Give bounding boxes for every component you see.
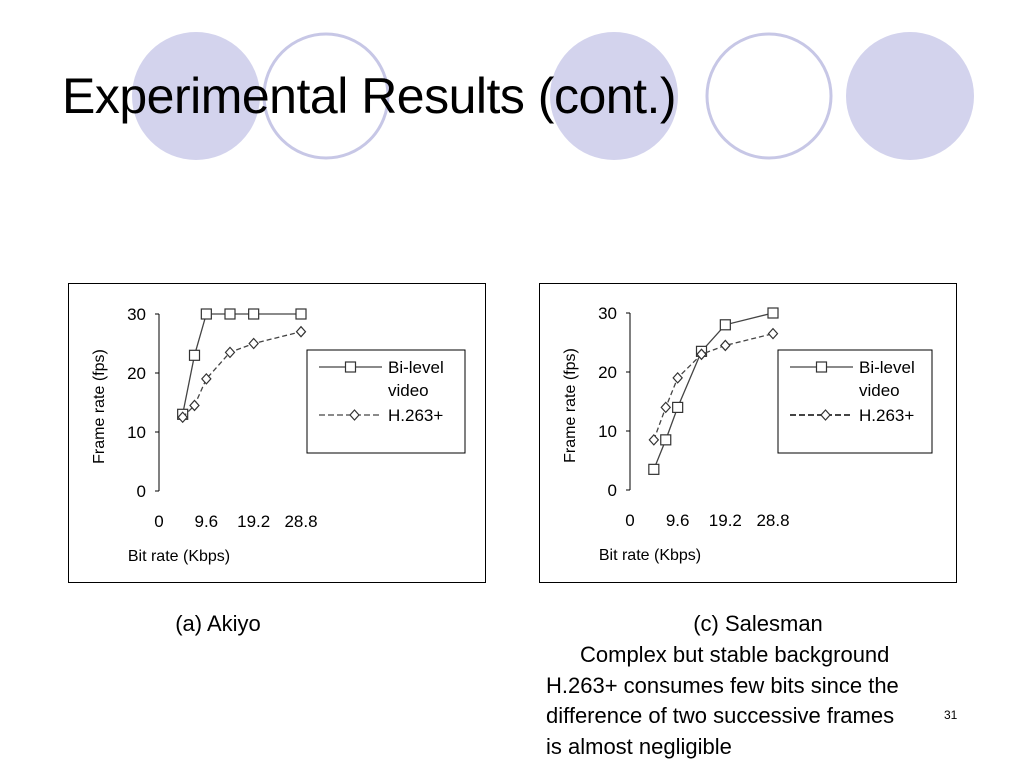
data-point-diamond	[201, 373, 212, 385]
data-point-diamond	[177, 411, 188, 424]
y-tick-label: 10	[127, 423, 146, 442]
y-tick-label: 0	[608, 481, 617, 500]
x-tick-label: 19.2	[237, 512, 270, 531]
legend-marker-square	[344, 361, 357, 373]
slide-number: 31	[944, 708, 958, 722]
x-tick-label: 0	[154, 512, 163, 531]
salesman-note: Complex but stable background H.263+ con…	[546, 640, 966, 762]
data-point-square	[200, 308, 212, 320]
data-point-square	[672, 401, 684, 414]
legend-label: Bi-level	[388, 358, 444, 377]
decor-circle-outline	[262, 32, 390, 160]
x-tick-label: 9.6	[195, 512, 219, 531]
series-line	[653, 333, 774, 441]
y-axis-label: Frame rate (fps)	[562, 348, 579, 463]
legend-marker-diamond	[820, 409, 831, 421]
data-point-square	[719, 319, 731, 331]
y-tick-label: 20	[127, 364, 146, 383]
data-point-square	[248, 308, 260, 320]
x-tick-label: 28.8	[756, 511, 789, 530]
slide-title: Experimental Results (cont.)	[62, 68, 677, 124]
data-point-square	[660, 434, 672, 446]
note-line: H.263+ consumes few bits since the	[546, 672, 899, 698]
header-decoration	[132, 32, 974, 160]
x-tick-label: 9.6	[666, 511, 690, 530]
y-tick-label: 30	[127, 305, 146, 324]
legend-label: Bi-level	[859, 358, 915, 377]
data-point-diamond	[696, 348, 707, 361]
decor-circle-outline	[705, 32, 833, 160]
legend-marker-diamond	[349, 409, 360, 421]
legend-label: video	[388, 381, 429, 400]
data-point-square	[188, 349, 201, 361]
legend: Bi-level video H.263+	[306, 349, 466, 454]
series-h263plus	[177, 325, 307, 424]
data-point-diamond	[295, 325, 307, 338]
legend-marker-square	[815, 361, 828, 373]
chart-salesman-svg: 0 10 20 30 0 9.6 19.2 28.8 Bit rate (Kbps) Frame …	[562, 304, 933, 564]
x-axis-label: Bit rate (Kbps)	[599, 547, 701, 564]
legend: Bi-level video H.263+	[777, 349, 933, 454]
decor-circle-filled	[132, 32, 260, 160]
data-point-square	[224, 308, 236, 320]
y-axis-label: Frame rate (fps)	[91, 349, 108, 464]
data-point-diamond	[720, 339, 731, 352]
chart-akiyo: 0 10 20 30 0 9.6 19.2 28.8 Bit rate (Kbps) Frame …	[68, 283, 486, 583]
data-point-diamond	[648, 433, 660, 446]
series-bi-level-video	[648, 307, 779, 475]
note-line: difference of two successive frames	[546, 703, 895, 728]
caption-akiyo: (a) Akiyo	[175, 611, 261, 636]
series-line	[182, 313, 301, 415]
data-point-diamond	[660, 401, 672, 414]
series-h263plus	[648, 327, 779, 446]
note-line: is almost negligible	[546, 733, 732, 759]
data-point-diamond	[672, 372, 683, 384]
series-bi-level-video	[177, 308, 307, 420]
decor-circle-filled	[550, 32, 678, 160]
data-point-diamond	[248, 337, 259, 350]
chart-akiyo-svg: 0 10 20 30 0 9.6 19.2 28.8 Bit rate (Kbps) Frame …	[91, 305, 466, 565]
data-point-diamond	[189, 399, 200, 412]
x-axis-label: Bit rate (Kbps)	[128, 548, 230, 565]
data-point-square	[295, 308, 307, 320]
data-point-square	[648, 463, 660, 475]
series-line	[182, 331, 302, 418]
decor-circle-filled	[846, 32, 974, 160]
data-point-square	[767, 307, 779, 319]
y-tick-label: 10	[598, 422, 617, 441]
legend-label: H.263+	[859, 406, 914, 425]
y-tick-label: 0	[137, 482, 146, 501]
data-point-diamond	[767, 327, 779, 340]
note-line: Complex but stable background	[580, 642, 890, 667]
x-tick-label: 19.2	[709, 511, 742, 530]
legend-label: video	[859, 381, 900, 400]
x-tick-label: 28.8	[284, 512, 317, 531]
data-point-diamond	[224, 346, 236, 359]
chart-salesman: 0 10 20 30 0 9.6 19.2 28.8 Bit rate (Kbps) Frame …	[539, 283, 957, 583]
y-tick-label: 20	[598, 363, 617, 382]
caption-salesman: (c) Salesman	[693, 611, 823, 636]
y-tick-label: 30	[598, 304, 617, 323]
x-tick-label: 0	[625, 511, 634, 530]
legend-label: H.263+	[388, 406, 443, 425]
